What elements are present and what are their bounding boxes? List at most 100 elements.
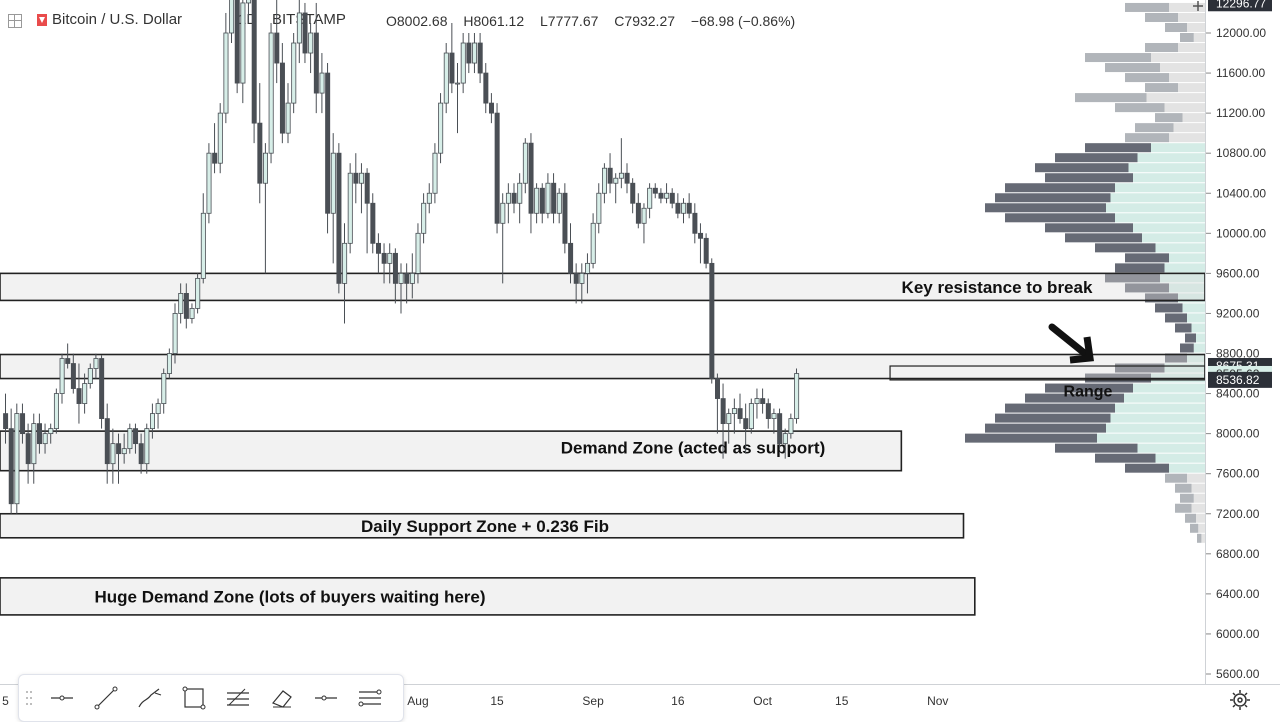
candle-down[interactable] <box>234 0 240 84</box>
candle-down[interactable] <box>183 293 189 319</box>
candle-up[interactable] <box>398 272 404 284</box>
candle-down[interactable] <box>562 192 568 244</box>
candle-up[interactable] <box>731 408 737 414</box>
candle-down[interactable] <box>573 272 579 284</box>
candle-down[interactable] <box>624 172 630 184</box>
candle-down[interactable] <box>99 358 105 420</box>
brush-tool-icon[interactable] <box>133 681 167 715</box>
candle-up[interactable] <box>240 2 246 84</box>
candle-down[interactable] <box>257 122 263 184</box>
candle-down[interactable] <box>635 202 641 224</box>
candle-down[interactable] <box>302 12 308 54</box>
fib-tool-icon[interactable] <box>221 681 255 715</box>
candle-down[interactable] <box>737 408 743 420</box>
candle-up[interactable] <box>641 207 647 224</box>
candle-up[interactable] <box>223 32 229 114</box>
candle-up[interactable] <box>426 192 432 204</box>
candle-down[interactable] <box>483 72 489 104</box>
candle-up[interactable] <box>438 102 444 154</box>
candle-up[interactable] <box>155 403 161 414</box>
candle-up[interactable] <box>93 358 99 369</box>
candle-up[interactable] <box>262 152 268 184</box>
candle-down[interactable] <box>364 172 370 204</box>
candle-up[interactable] <box>613 177 619 184</box>
candle-up[interactable] <box>664 192 670 199</box>
candle-up[interactable] <box>166 353 172 374</box>
candle-down[interactable] <box>251 0 257 124</box>
candle-up[interactable] <box>754 398 760 404</box>
candle-down[interactable] <box>703 237 709 264</box>
candle-up[interactable] <box>415 232 421 274</box>
horizontal-line-tool-icon[interactable] <box>45 681 79 715</box>
candle-up[interactable] <box>285 102 291 134</box>
layout-grid-icon[interactable] <box>8 14 22 28</box>
candle-down[interactable] <box>477 42 483 74</box>
candle-down[interactable] <box>279 62 285 134</box>
candle-up[interactable] <box>268 32 274 154</box>
symbol-name[interactable]: Bitcoin / U.S. Dollar <box>52 11 183 28</box>
candle-up[interactable] <box>596 192 602 224</box>
trend-line-tool-icon[interactable] <box>89 681 123 715</box>
candle-down[interactable] <box>568 242 574 274</box>
candle-up[interactable] <box>788 418 794 435</box>
candle-down[interactable] <box>539 187 545 214</box>
candle-up[interactable] <box>647 187 653 209</box>
candle-up[interactable] <box>110 443 116 465</box>
candle-up[interactable] <box>748 403 754 430</box>
candle-up[interactable] <box>585 262 591 274</box>
candle-down[interactable] <box>658 192 664 199</box>
candle-down[interactable] <box>669 192 675 204</box>
candle-down[interactable] <box>698 232 704 239</box>
candle-down[interactable] <box>116 443 122 455</box>
candle-down[interactable] <box>777 413 783 445</box>
candle-down[interactable] <box>528 142 534 214</box>
candle-up[interactable] <box>319 72 325 94</box>
candle-down[interactable] <box>551 182 557 214</box>
candle-down[interactable] <box>25 433 31 465</box>
candle-up[interactable] <box>48 428 54 435</box>
candle-down[interactable] <box>511 192 517 204</box>
scale-plus-icon[interactable] <box>1188 0 1208 12</box>
zone-rect-4[interactable] <box>0 577 976 616</box>
candle-up[interactable] <box>246 0 252 4</box>
candle-down[interactable] <box>336 152 342 284</box>
candle-up[interactable] <box>59 358 65 394</box>
candle-down[interactable] <box>70 363 76 389</box>
candle-up[interactable] <box>217 112 223 164</box>
candle-up[interactable] <box>472 42 478 64</box>
candle-down[interactable] <box>212 152 218 164</box>
candle-up[interactable] <box>432 152 438 194</box>
candle-down[interactable] <box>325 72 331 214</box>
candle-up[interactable] <box>172 313 178 354</box>
candle-up[interactable] <box>794 373 800 420</box>
candle-up[interactable] <box>189 308 195 319</box>
candle-up[interactable] <box>681 202 687 214</box>
candle-up[interactable] <box>31 423 37 465</box>
candle-down[interactable] <box>715 378 721 399</box>
candle-down[interactable] <box>37 423 43 445</box>
eraser-tool-icon[interactable] <box>265 681 299 715</box>
candle-up[interactable] <box>347 172 353 244</box>
candle-down[interactable] <box>743 418 749 430</box>
candle-up[interactable] <box>229 0 235 34</box>
candle-down[interactable] <box>381 252 387 264</box>
candle-up[interactable] <box>206 152 212 214</box>
candle-down[interactable] <box>675 202 681 214</box>
candle-up[interactable] <box>342 242 348 284</box>
candle-down[interactable] <box>375 242 381 254</box>
candle-up[interactable] <box>359 172 365 184</box>
drag-handle-icon[interactable] <box>25 689 33 707</box>
candle-up[interactable] <box>42 433 48 445</box>
candle-up[interactable] <box>517 182 523 204</box>
candle-up[interactable] <box>296 12 302 44</box>
candle-up[interactable] <box>308 32 314 54</box>
candle-up[interactable] <box>53 393 59 430</box>
candle-up[interactable] <box>14 413 20 505</box>
candle-down[interactable] <box>760 398 766 404</box>
candle-down[interactable] <box>709 262 715 379</box>
candle-down[interactable] <box>8 428 14 505</box>
candle-down[interactable] <box>466 42 472 64</box>
candle-down[interactable] <box>65 358 71 364</box>
candle-down[interactable] <box>104 418 110 465</box>
